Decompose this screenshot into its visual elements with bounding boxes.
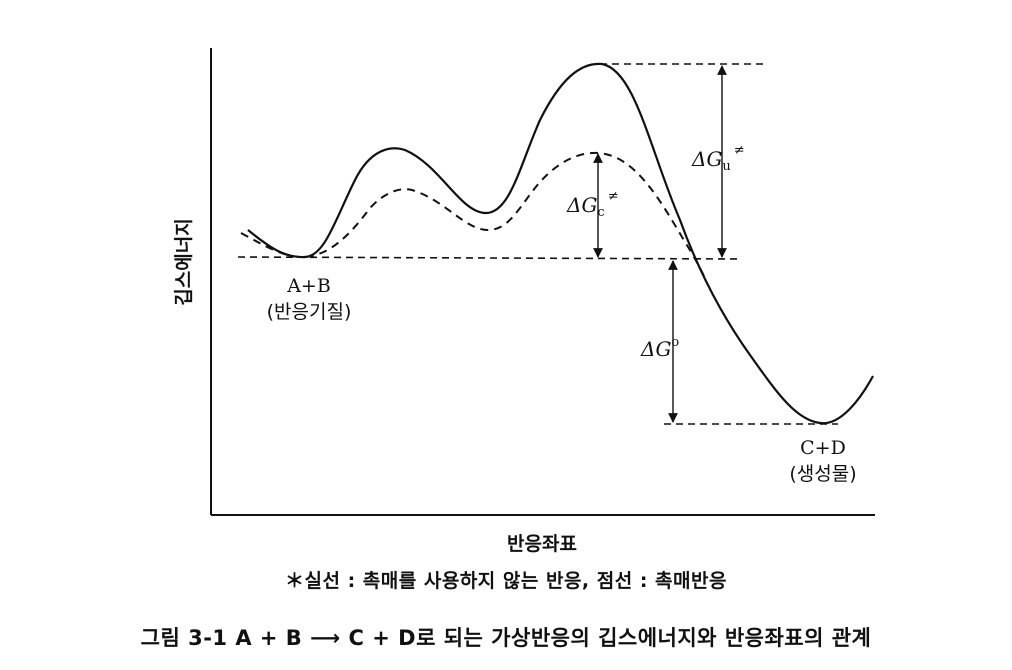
product-formula: C+D [800,437,846,459]
catalyzed-curve [240,151,706,279]
legend-note: ＊실선 : 촉매를 사용하지 않는 반응, 점선 : 촉매반응 [285,570,727,592]
figure-caption: 그림 3-1 A + B ⟶ C + D로 되는 가상반응의 깁스에너지와 반응… [140,626,872,650]
dg-u-label: ΔGu≠ [691,143,745,174]
dg-c-label: ΔGc≠ [566,189,619,220]
x-axis-label: 반응좌표 [507,533,577,555]
reactant-formula: A+B [286,275,331,297]
reactant-level-line [237,256,743,260]
y-axis-label: 깁스에너지 [173,218,195,305]
dg-standard-label: ΔGo [640,335,679,361]
reactant-name: (반응기질) [267,301,352,323]
energy-diagram: 깁스에너지 반응좌표 A+B (반응기질) C+D (생성물) ΔGu≠ ΔGc… [173,48,875,555]
uncatalyzed-curve [247,62,874,425]
product-name: (생성물) [789,463,856,485]
